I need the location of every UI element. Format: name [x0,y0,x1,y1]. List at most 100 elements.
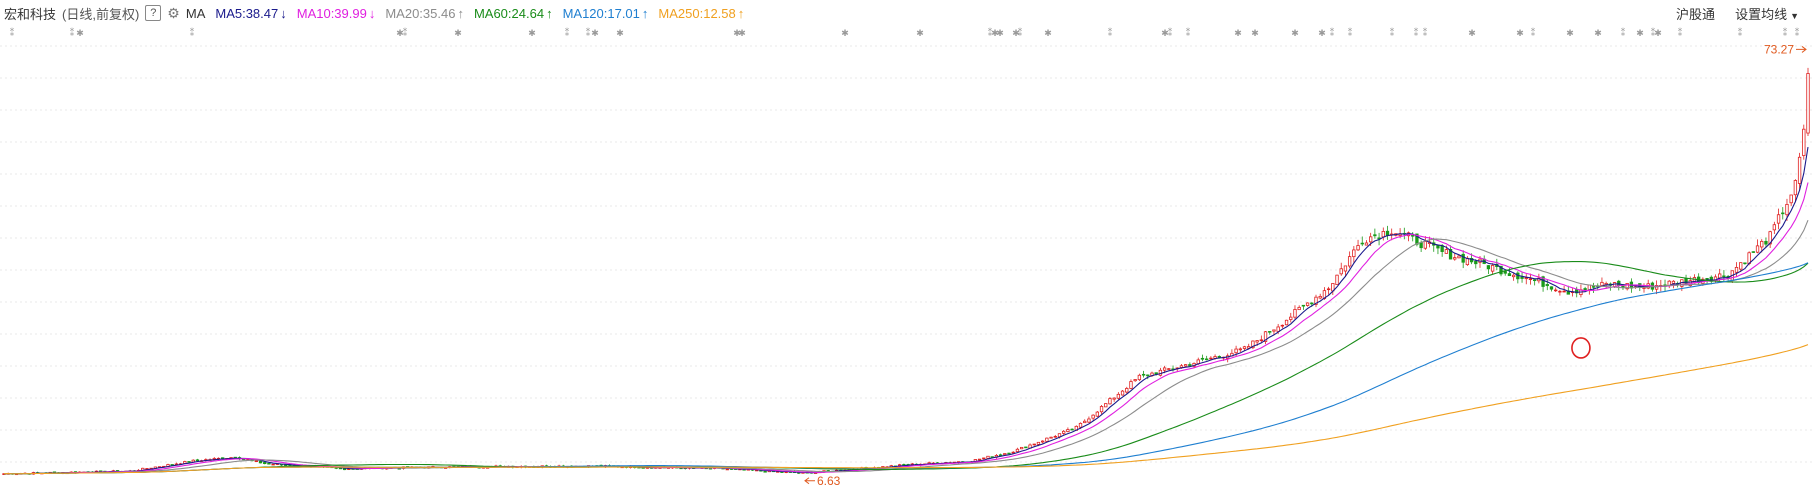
candle-body [1326,288,1331,291]
ma-line-ma60 [3,261,1809,475]
candle-body [1600,281,1604,286]
event-marker-icon: ⁑ [190,27,195,39]
candle-body [1444,249,1449,254]
candle-body [1112,397,1116,400]
candle-body [1293,309,1297,318]
candle-body [725,468,729,471]
candle-body [1272,329,1276,332]
candle-body [1448,249,1453,260]
arrow-up-icon: ↑ [737,5,745,21]
chart-header: 宏和科技 (日线,前复权) ? ⚙ MA MA5:38.47 ↓ MA10:39.9… [0,0,1819,26]
event-marker-icon: ⁑ [1348,27,1353,39]
set-ma-label: 设置均线 [1735,6,1788,22]
max-arrow-icon [1796,46,1807,53]
candle-body [1217,356,1221,358]
candle-body [1146,374,1150,377]
gear-icon[interactable]: ⚙ [167,4,180,21]
candle-body [1436,244,1440,249]
candle-body [1793,180,1798,196]
candle-body [1078,422,1083,428]
event-marker-icon: ⁑ [1390,27,1395,39]
candle-body [1461,253,1465,263]
event-marker-icon: ⁑ [1783,27,1788,39]
candle-body [1083,420,1087,424]
candle-body [1133,379,1137,382]
event-marker-icon: ✱ [1318,29,1326,39]
candle-body [1263,331,1268,342]
candle-body [1541,276,1545,287]
candle-body [1297,306,1301,311]
event-marker-icon: ⁑ [1795,27,1800,39]
event-marker-icon: ✱ [454,29,462,39]
candle-body [1183,364,1188,367]
highlight-circle [1571,337,1591,359]
event-marker-icon: ✱ [1251,29,1259,39]
max-price-label: 73.27 [1764,42,1794,56]
ma-legend-label: MA10:39.99 [296,5,367,21]
event-marker-icon: ⁑ [1738,27,1743,39]
candle-body [1268,331,1272,333]
candle-body [1364,242,1369,246]
candle-body [1011,451,1015,454]
ma-line-ma10 [3,182,1809,475]
candle-body [1310,302,1314,305]
candle-body [1091,414,1095,419]
candle-body [1545,284,1549,287]
candle-body [342,468,347,471]
candle-body [1503,271,1507,274]
ma-legend-item: MA60:24.64 ↑ [474,6,553,21]
event-marker-icon: ⁑ [1108,27,1113,39]
kline-chart[interactable]: ⁑ ⁑ ✱ ⁑ ✱⁑ ✱ ✱ ⁑ ⁑ ✱ ✱ ✱✱ ✱ ✱ ⁑✱✱ ✱⁑ ✱ ⁑ ✱⁑ ⁑ ✱ ✱ ✱ ✱ ⁑ ⁑ ⁑ ⁑ ⁑ ✱ ✱ ⁑ ✱ ✱… [0,26,1819,489]
candle-body [1116,393,1121,399]
candle-body [1066,429,1070,432]
candle-body [1062,430,1066,434]
candle-body [1053,435,1057,438]
candle-body [1007,452,1011,455]
candle-body [1453,257,1457,260]
candle-body [1684,278,1688,285]
candle-body [986,455,990,459]
candle-body [1398,233,1402,236]
event-marker-icon: ⁑ [1651,27,1656,39]
hgt-button[interactable]: 沪股通 [1676,6,1716,22]
candle-body [1104,403,1108,408]
candle-body [1785,204,1789,216]
event-marker-icon: ⁑ [1168,27,1173,39]
event-marker-icon: ⁑ [403,27,408,39]
candle-body [1583,288,1587,291]
help-icon[interactable]: ? [145,5,162,21]
candle-body [1070,428,1074,431]
ma-legend-label: MA20:35.46 [385,5,456,21]
candle-body [271,463,275,466]
candle-body [1772,224,1777,231]
candle-body [1305,302,1310,306]
candle-body [1781,212,1785,215]
min-arrow-icon [804,477,815,485]
ma-line-ma250 [3,344,1809,475]
candle-body [1314,296,1318,305]
ma-legend-label: MA5:38.47 [215,5,279,21]
candle-body [1507,273,1512,277]
event-marker-icon: ✱ [528,29,536,39]
ma-legend-item: MA5:38.47 ↓ [215,6,286,21]
ma-legend-item: MA120:17.01 ↑ [563,6,649,21]
candle-body [1369,236,1373,243]
candle-body [1423,241,1427,249]
candle-body [1718,273,1722,279]
set-ma-button[interactable]: 设置均线 ▼ [1735,4,1799,23]
event-marker-icon: ⁑ [1414,27,1419,39]
candle-body [1259,339,1263,342]
candle-body [1318,295,1322,299]
event-marker-icon: ⁑ [988,27,993,39]
event-marker-icon: ✱ [1468,29,1476,39]
candle-body [1722,275,1726,278]
candle-body [1474,260,1478,265]
ma-legend-label: MA250:12.58 [658,5,736,21]
event-marker-icon: ✱ [841,29,849,39]
ma-legend-label: MA60:24.64 [473,5,545,21]
right-menu: 沪股通 设置均线 ▼ [1676,0,1819,26]
candle-body [1528,278,1533,281]
event-marker-icon: ✱ [1161,29,1169,39]
candle-body [1280,324,1285,327]
candle-body [1162,367,1167,371]
